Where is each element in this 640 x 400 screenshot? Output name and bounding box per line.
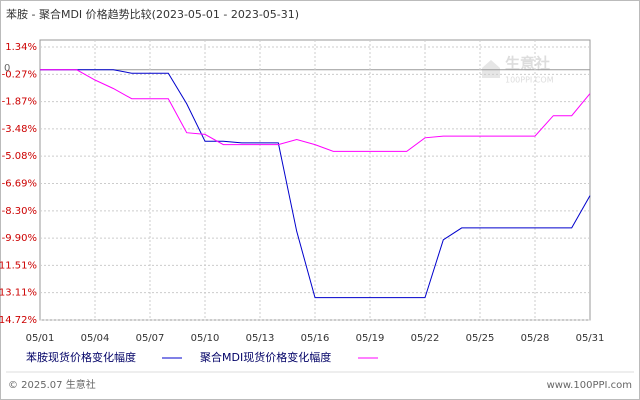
legend-label: 苯胺现货价格变化幅度 (26, 350, 136, 364)
x-tick-label: 05/28 (521, 333, 550, 344)
chart-title: 苯胺 - 聚合MDI 价格趋势比较(2023-05-01 - 2023-05-3… (6, 7, 299, 21)
y-tick-label: -11.51% (0, 260, 37, 271)
y-tick-label: -3.48% (2, 124, 37, 135)
y-tick-label: -9.90% (2, 233, 37, 244)
footer-copyright: © 2025.07 生意社 (8, 378, 96, 391)
y-tick-label: -14.72% (0, 315, 37, 326)
y-tick-label: -13.11% (0, 288, 37, 299)
x-tick-label: 05/22 (411, 333, 440, 344)
y-tick-label: -1.87% (2, 97, 37, 108)
x-tick-label: 05/25 (466, 333, 495, 344)
x-tick-label: 05/31 (576, 333, 605, 344)
series-line (40, 69, 591, 152)
x-tick-label: 05/07 (136, 333, 165, 344)
x-tick-label: 05/04 (81, 333, 110, 344)
y-tick-label: -5.08% (2, 151, 37, 162)
watermark-url: 100PPI.COM (505, 76, 554, 85)
watermark-text: 生意社 (505, 55, 550, 73)
x-tick-label: 05/10 (191, 333, 220, 344)
y-tick-label: 1.34% (5, 42, 37, 53)
watermark: 生意社 100PPI.COM (482, 55, 554, 85)
y-tick-label: -0.27% (2, 69, 37, 80)
y-tick-label: -8.30% (2, 206, 37, 217)
x-tick-label: 05/13 (246, 333, 275, 344)
x-tick-label: 05/19 (356, 333, 385, 344)
series-line (40, 69, 591, 299)
footer-url: www.100PPI.com (547, 380, 632, 391)
y-tick-label: -6.69% (2, 179, 37, 190)
watermark-logo (482, 60, 500, 78)
legend-label: 聚合MDI现货价格变化幅度 (200, 350, 331, 364)
x-tick-label: 05/16 (301, 333, 330, 344)
x-tick-label: 05/01 (26, 333, 55, 344)
zero-label: 0 (4, 63, 10, 74)
